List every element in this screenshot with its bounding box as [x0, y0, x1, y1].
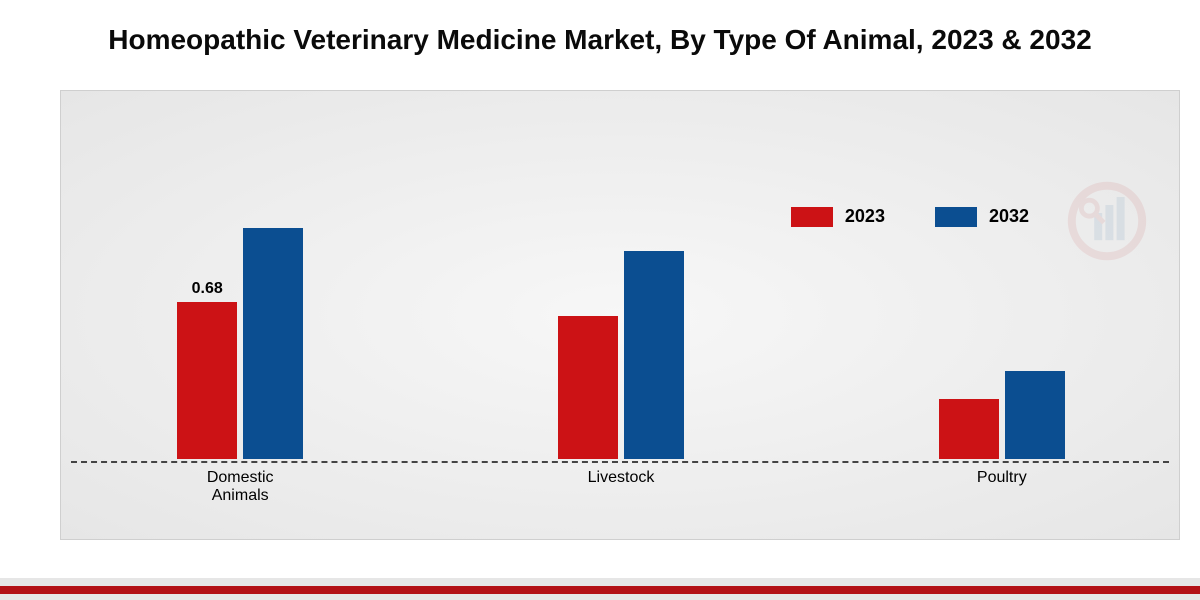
plot-area: 2023 2032 Domestic AnimalsLivestockPoult…	[60, 90, 1180, 540]
x-axis-category-label: Livestock	[588, 469, 655, 487]
bars-layer: Domestic Animals Livestock Poultry 0.68	[61, 91, 1179, 539]
bar	[243, 228, 303, 459]
bar	[558, 316, 618, 459]
chart-canvas: Homeopathic Veterinary Medicine Market, …	[0, 0, 1200, 600]
chart-title: Homeopathic Veterinary Medicine Market, …	[0, 24, 1200, 56]
x-axis-line	[71, 461, 1169, 463]
bar-value-label: 0.68	[192, 280, 223, 298]
footer-stripe-accent	[0, 586, 1200, 594]
bar	[624, 251, 684, 459]
footer-stripe	[0, 578, 1200, 600]
bar	[177, 302, 237, 459]
x-axis-category-label: Poultry	[977, 469, 1027, 487]
bar	[1005, 371, 1065, 459]
bar	[939, 399, 999, 459]
x-axis-category-label: Domestic Animals	[207, 469, 274, 505]
